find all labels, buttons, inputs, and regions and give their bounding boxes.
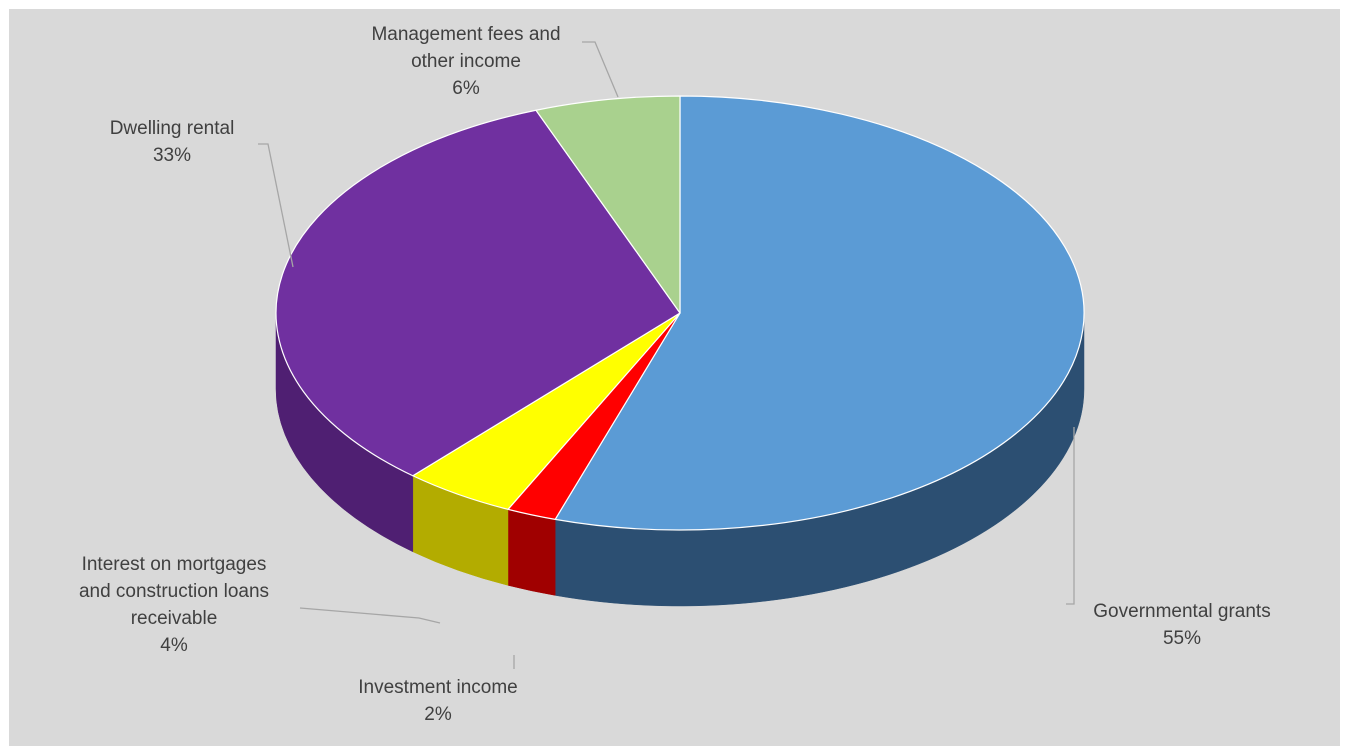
pie-sides bbox=[275, 312, 1085, 607]
data-label-mgmt-line-1: Management fees and bbox=[371, 24, 560, 45]
data-label-mgmt-line-2: other income bbox=[411, 51, 521, 72]
data-label-int-line-3: receivable bbox=[131, 608, 218, 629]
data-label-gov-percent: 55% bbox=[1163, 628, 1201, 649]
pie-slice-mgmt bbox=[535, 95, 681, 314]
pie-side-inv bbox=[507, 509, 556, 596]
data-label-inv-line-1: Investment income bbox=[358, 677, 517, 698]
pie-slice-gov bbox=[554, 95, 1085, 531]
pie-tops bbox=[275, 95, 1085, 531]
pie-slice-dwel bbox=[275, 109, 681, 477]
data-label-dwel-line-1: Dwelling rental bbox=[110, 118, 235, 139]
data-labels: Governmental grants 55% Investment income 2… bbox=[79, 24, 1271, 725]
data-label-int-percent: 4% bbox=[160, 635, 188, 656]
data-label-int-line-1: Interest on mortgages bbox=[82, 554, 267, 575]
leader-line-mgmt bbox=[582, 41, 619, 98]
data-label-mgmt-percent: 6% bbox=[452, 78, 480, 99]
leader-line-dwel bbox=[258, 143, 294, 268]
data-label-dwel-percent: 33% bbox=[153, 145, 191, 166]
leader-line-int bbox=[299, 607, 441, 624]
leader-lines bbox=[258, 41, 1075, 669]
data-label-inv-percent: 2% bbox=[424, 704, 452, 725]
data-label-gov-line-1: Governmental grants bbox=[1093, 601, 1270, 622]
data-label-int-line-2: and construction loans bbox=[79, 581, 269, 602]
leader-line-gov bbox=[1066, 427, 1075, 605]
